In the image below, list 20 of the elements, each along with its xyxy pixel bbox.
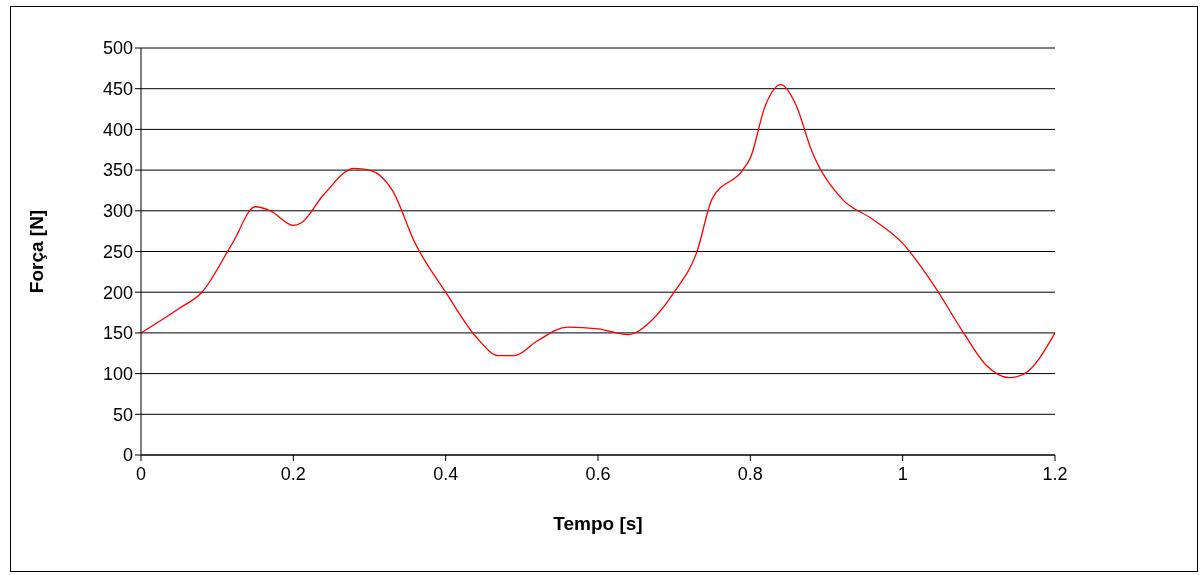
y-tick-label: 250 bbox=[102, 241, 133, 262]
y-axis-title: Força [N] bbox=[25, 209, 47, 294]
y-tick-label: 200 bbox=[102, 282, 133, 303]
x-tick-label: 0.2 bbox=[280, 463, 306, 484]
x-tick-label: 1.2 bbox=[1042, 463, 1068, 484]
x-tick-label: 0.8 bbox=[737, 463, 763, 484]
y-tick-label: 50 bbox=[112, 404, 133, 425]
x-tick-label: 0.6 bbox=[585, 463, 611, 484]
x-tick-label: 0.4 bbox=[433, 463, 459, 484]
x-axis-title: Tempo [s] bbox=[553, 513, 643, 535]
x-tick-label: 0 bbox=[135, 463, 147, 484]
y-tick-label: 150 bbox=[102, 323, 133, 344]
y-tick-label: 300 bbox=[102, 201, 133, 222]
y-tick-label: 350 bbox=[102, 160, 133, 181]
y-tick-label: 500 bbox=[102, 38, 133, 59]
y-tick-label: 100 bbox=[102, 363, 133, 384]
y-tick-label: 450 bbox=[102, 79, 133, 100]
x-tick-label: 1 bbox=[897, 463, 908, 484]
y-tick-label: 0 bbox=[122, 445, 133, 466]
y-tick-label: 400 bbox=[102, 119, 133, 140]
